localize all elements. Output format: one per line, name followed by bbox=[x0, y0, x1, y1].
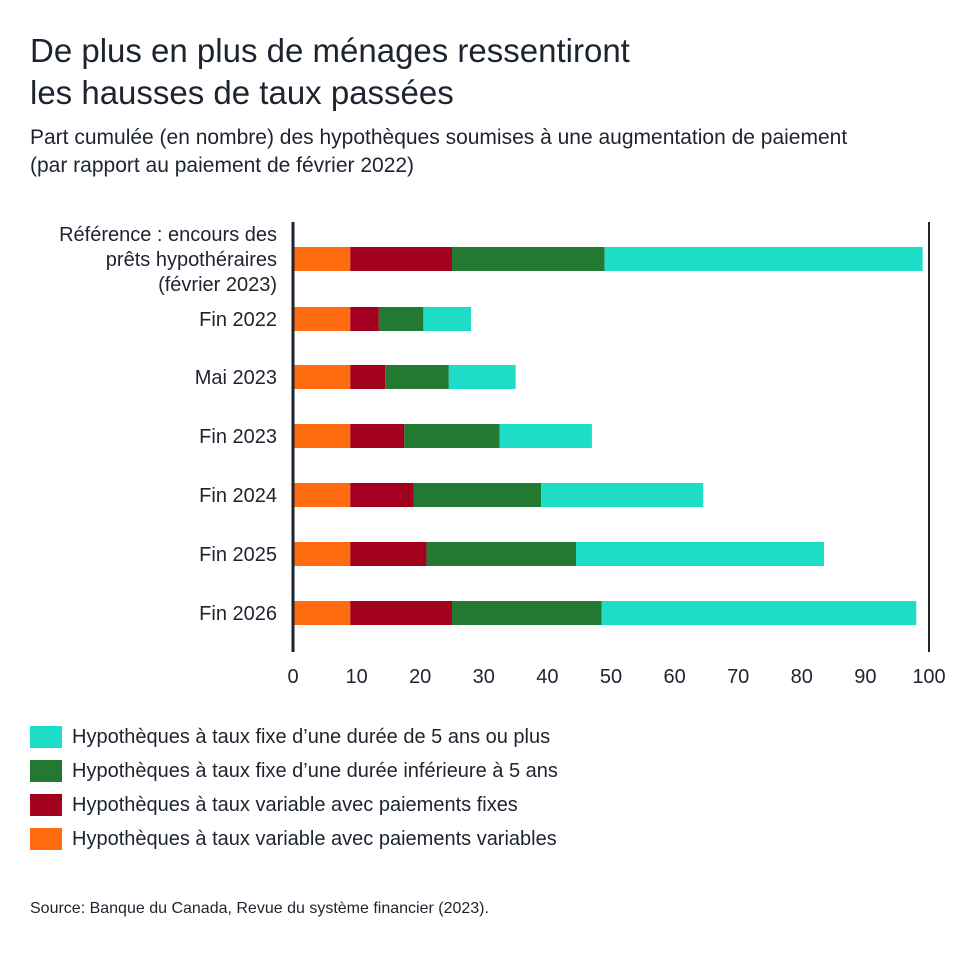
bar-segment bbox=[293, 542, 351, 566]
chart-subtitle: Part cumulée (en nombre) des hypothèques… bbox=[30, 124, 950, 180]
bar-segment bbox=[423, 307, 472, 331]
legend-label: Hypothèques à taux fixe d’une durée de 5… bbox=[72, 725, 551, 748]
legend-item: Hypothèques à taux variable avec paiemen… bbox=[30, 822, 930, 856]
x-tick-label: 40 bbox=[536, 666, 558, 688]
category-label-line: Fin 2023 bbox=[199, 426, 277, 448]
bar-segment bbox=[350, 601, 452, 625]
legend-swatch bbox=[30, 760, 62, 782]
bar-segment bbox=[293, 483, 351, 507]
category-label-line: prêts hypothéraires bbox=[106, 249, 277, 271]
legend-label: Hypothèques à taux variable avec paiemen… bbox=[72, 827, 557, 850]
bar-segment bbox=[350, 424, 405, 448]
bar-segment bbox=[293, 307, 351, 331]
stacked-bar-chart: Référence : encours des prêts hypothérair… bbox=[59, 222, 946, 688]
x-tick-label: 50 bbox=[600, 666, 622, 688]
chart-title-line-2: les hausses de taux passées bbox=[30, 74, 454, 111]
category-label-line: Fin 2024 bbox=[199, 485, 277, 507]
category-label: Fin 2024 bbox=[199, 485, 277, 507]
bar-segment bbox=[350, 307, 379, 331]
bar-segment bbox=[293, 424, 351, 448]
chart-subtitle-line-2: (par rapport au paiement de février 2022… bbox=[30, 154, 415, 177]
bar-segment bbox=[541, 483, 704, 507]
category-label: Mai 2023 bbox=[195, 367, 277, 389]
category-label-line: Référence : encours des bbox=[59, 224, 277, 246]
category-label: Référence : encours des prêts hypothérair… bbox=[59, 224, 277, 296]
category-label-line: Fin 2026 bbox=[199, 603, 277, 625]
bar-segment bbox=[604, 247, 923, 271]
x-tick-label: 20 bbox=[409, 666, 431, 688]
category-label: Fin 2026 bbox=[199, 603, 277, 625]
x-tick-label: 100 bbox=[912, 666, 945, 688]
x-tick-label: 60 bbox=[663, 666, 685, 688]
bar-segment bbox=[293, 247, 351, 271]
bar-segment bbox=[452, 601, 602, 625]
x-tick-label: 90 bbox=[854, 666, 876, 688]
category-label-line: (février 2023) bbox=[158, 274, 277, 296]
x-tick-label: 30 bbox=[473, 666, 495, 688]
category-label-line: Mai 2023 bbox=[195, 367, 277, 389]
bar-segment bbox=[448, 365, 516, 389]
x-tick-label: 70 bbox=[727, 666, 749, 688]
bar-segment bbox=[404, 424, 500, 448]
bar-segment bbox=[350, 247, 452, 271]
legend-item: Hypothèques à taux fixe d’une durée de 5… bbox=[30, 720, 930, 754]
legend-label: Hypothèques à taux fixe d’une durée infé… bbox=[72, 759, 558, 782]
legend-swatch bbox=[30, 726, 62, 748]
legend-item: Hypothèques à taux variable avec paiemen… bbox=[30, 788, 930, 822]
bar-segment bbox=[426, 542, 577, 566]
bar-segment bbox=[499, 424, 592, 448]
bar-segment bbox=[350, 542, 427, 566]
bar-segment bbox=[350, 365, 386, 389]
chart-title: De plus en plus de ménages ressentiront … bbox=[30, 30, 930, 114]
category-label: Fin 2023 bbox=[199, 426, 277, 448]
x-tick-label: 80 bbox=[791, 666, 813, 688]
legend-swatch bbox=[30, 828, 62, 850]
bar-segment bbox=[576, 542, 825, 566]
legend-item: Hypothèques à taux fixe d’une durée infé… bbox=[30, 754, 930, 788]
bar-segment bbox=[452, 247, 605, 271]
bar-segment bbox=[378, 307, 424, 331]
bar-segment bbox=[601, 601, 917, 625]
bar-segment bbox=[413, 483, 542, 507]
bar-segment bbox=[385, 365, 449, 389]
legend-swatch bbox=[30, 794, 62, 816]
bar-segment bbox=[293, 365, 351, 389]
chart-legend: Hypothèques à taux fixe d’une durée de 5… bbox=[30, 720, 930, 856]
bar-segment bbox=[350, 483, 414, 507]
x-tick-label: 10 bbox=[345, 666, 367, 688]
chart-subtitle-line-1: Part cumulée (en nombre) des hypothèques… bbox=[30, 126, 848, 149]
category-label: Fin 2022 bbox=[199, 309, 277, 331]
source-note: Source: Banque du Canada, Revue du systè… bbox=[30, 900, 489, 917]
category-label-line: Fin 2022 bbox=[199, 309, 277, 331]
x-tick-label: 0 bbox=[287, 666, 298, 688]
bar-segment bbox=[293, 601, 351, 625]
chart-title-line-1: De plus en plus de ménages ressentiront bbox=[30, 32, 630, 69]
legend-label: Hypothèques à taux variable avec paiemen… bbox=[72, 793, 518, 816]
category-label-line: Fin 2025 bbox=[199, 544, 277, 566]
category-label: Fin 2025 bbox=[199, 544, 277, 566]
